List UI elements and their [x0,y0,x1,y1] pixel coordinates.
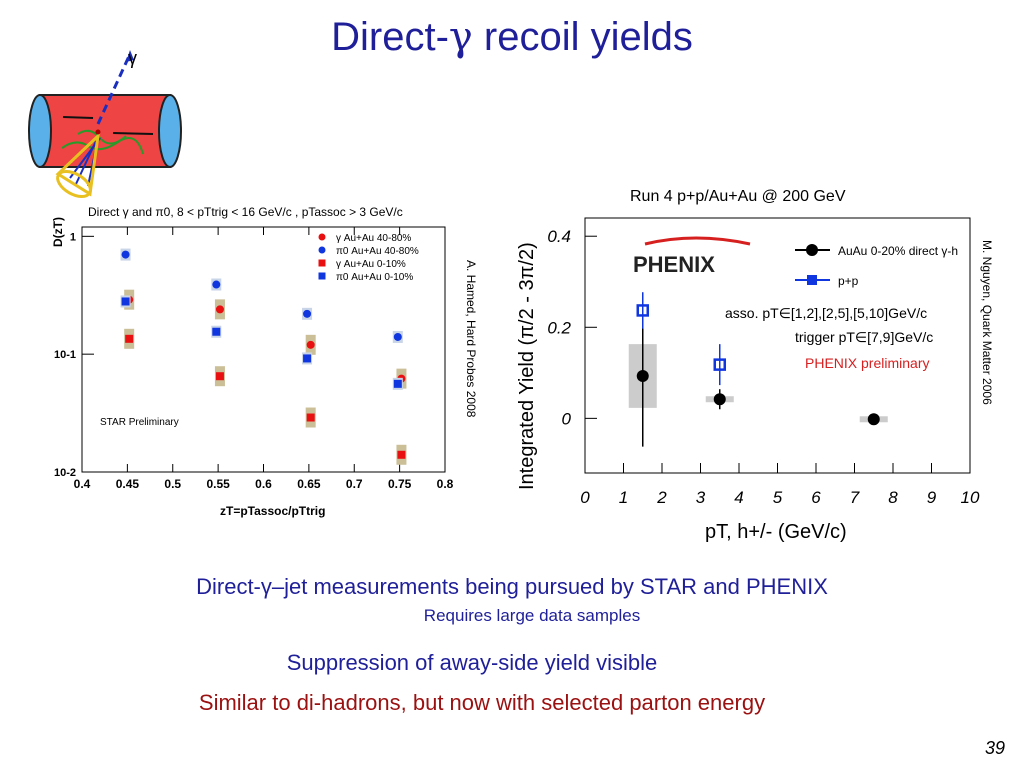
star-legend-marker [318,233,326,241]
star-x-tick-label: 0.6 [255,477,272,491]
gamma-label: γ [128,48,137,68]
phenix-run-label: Run 4 p+p/Au+Au @ 200 GeV [630,188,846,205]
slide-title: Direct-γ recoil yields [331,14,693,60]
star-data-point [393,379,402,388]
bullet-line-3: Suppression of away-side yield visible [286,650,658,675]
star-legend-label: π0 Au+Au 40-80% [336,246,419,257]
star-data-point [306,413,315,422]
star-data-point [215,372,224,381]
star-legend-marker [318,272,326,280]
star-plot-title: Direct γ and π0, 8 < pTtrig < 16 GeV/c ,… [88,205,403,219]
star-x-tick-label: 0.5 [164,477,181,491]
star-y-axis-label: D(zT) [51,217,65,247]
star-data-point [215,305,224,314]
phenix-data-point [636,304,649,317]
star-preliminary-label: STAR Preliminary [100,417,179,428]
phenix-x-tick-label: 9 [927,488,937,507]
star-dz-plot: Direct γ and π0, 8 < pTtrig < 16 GeV/c ,… [51,205,454,518]
phenix-trigger-label: trigger pT∈[7,9]GeV/c [795,329,933,345]
page-number: 39 [985,738,1006,758]
phenix-x-tick-label: 0 [580,488,590,507]
phenix-x-tick-label: 8 [888,488,898,507]
star-data-point [393,332,402,341]
phenix-y-tick-label: 0.4 [547,227,571,246]
phenix-data-point [636,370,649,383]
phenix-data-point [867,413,880,426]
star-data-point [125,334,134,343]
star-legend-label: γ Au+Au 0-10% [336,259,406,270]
collision-cylinder-illustration: γ [28,48,182,198]
star-data-point [212,280,221,289]
phenix-x-tick-label: 3 [696,488,706,507]
star-data-point [397,450,406,459]
star-data-point [303,354,312,363]
phenix-x-tick-label: 1 [619,488,628,507]
star-data-point [212,327,221,336]
star-reference: A. Hamed, Hard Probes 2008 [464,260,478,418]
phenix-data-point [713,358,726,371]
star-x-tick-label: 0.55 [206,477,230,491]
phenix-y-tick-label: 0.2 [547,318,571,337]
star-legend-label: γ Au+Au 40-80% [336,233,411,244]
star-x-tick-label: 0.45 [116,477,140,491]
phenix-x-axis-label: pT, h+/- (GeV/c) [705,521,847,543]
phenix-y-axis-label: Integrated Yield (π/2 - 3π/2) [516,242,538,490]
phenix-logo-arc [644,236,751,246]
phenix-data-point [713,393,726,406]
phenix-x-tick-label: 4 [734,488,743,507]
phenix-x-tick-label: 7 [850,488,860,507]
star-x-tick-label: 0.8 [437,477,454,491]
phenix-preliminary-label: PHENIX preliminary [805,355,929,371]
star-x-tick-label: 0.7 [346,477,363,491]
phenix-x-tick-label: 5 [773,488,783,507]
phenix-x-tick-label: 10 [961,488,980,507]
phenix-legend-label: p+p [838,274,859,288]
phenix-assoc-label: asso. pT∈[1,2],[2,5],[5,10]GeV/c [725,305,927,321]
phenix-logo: PHENIX [633,252,715,277]
star-y-tick-label: 10-2 [54,467,76,479]
bullet-line-4: Similar to di-hadrons, but now with sele… [198,690,766,715]
star-legend-label: π0 Au+Au 0-10% [336,272,413,283]
star-data-point [121,297,130,306]
star-legend-marker [318,259,326,267]
star-y-tick-label: 10-1 [54,349,76,361]
phenix-legend-marker [806,244,818,256]
star-legend-marker [318,246,326,254]
star-x-tick-label: 0.65 [297,477,321,491]
star-data-point [303,309,312,318]
bullet-line-2: Requires large data samples [423,606,641,625]
phenix-x-tick-label: 6 [811,488,821,507]
star-data-point [306,340,315,349]
star-y-tick-label: 1 [70,231,76,243]
phenix-yield-plot: Integrated Yield (π/2 - 3π/2) 0 1 2 3 4 5 6 7 8 9… [516,217,980,543]
star-data-point [121,250,130,259]
bullet-line-1: Direct-γ–jet measurements being pursued … [196,574,828,599]
phenix-legend-marker [807,275,817,285]
phenix-reference: M. Nguyen, Quark Matter 2006 [980,240,994,405]
star-x-axis-label: zT=pTassoc/pTtrig [220,504,325,518]
phenix-x-tick-label: 2 [656,488,667,507]
star-x-tick-label: 0.75 [388,477,412,491]
star-x-tick-label: 0.4 [74,477,91,491]
phenix-y-tick-label: 0 [562,409,572,428]
phenix-legend-label: AuAu 0-20% direct γ-h [838,244,958,258]
